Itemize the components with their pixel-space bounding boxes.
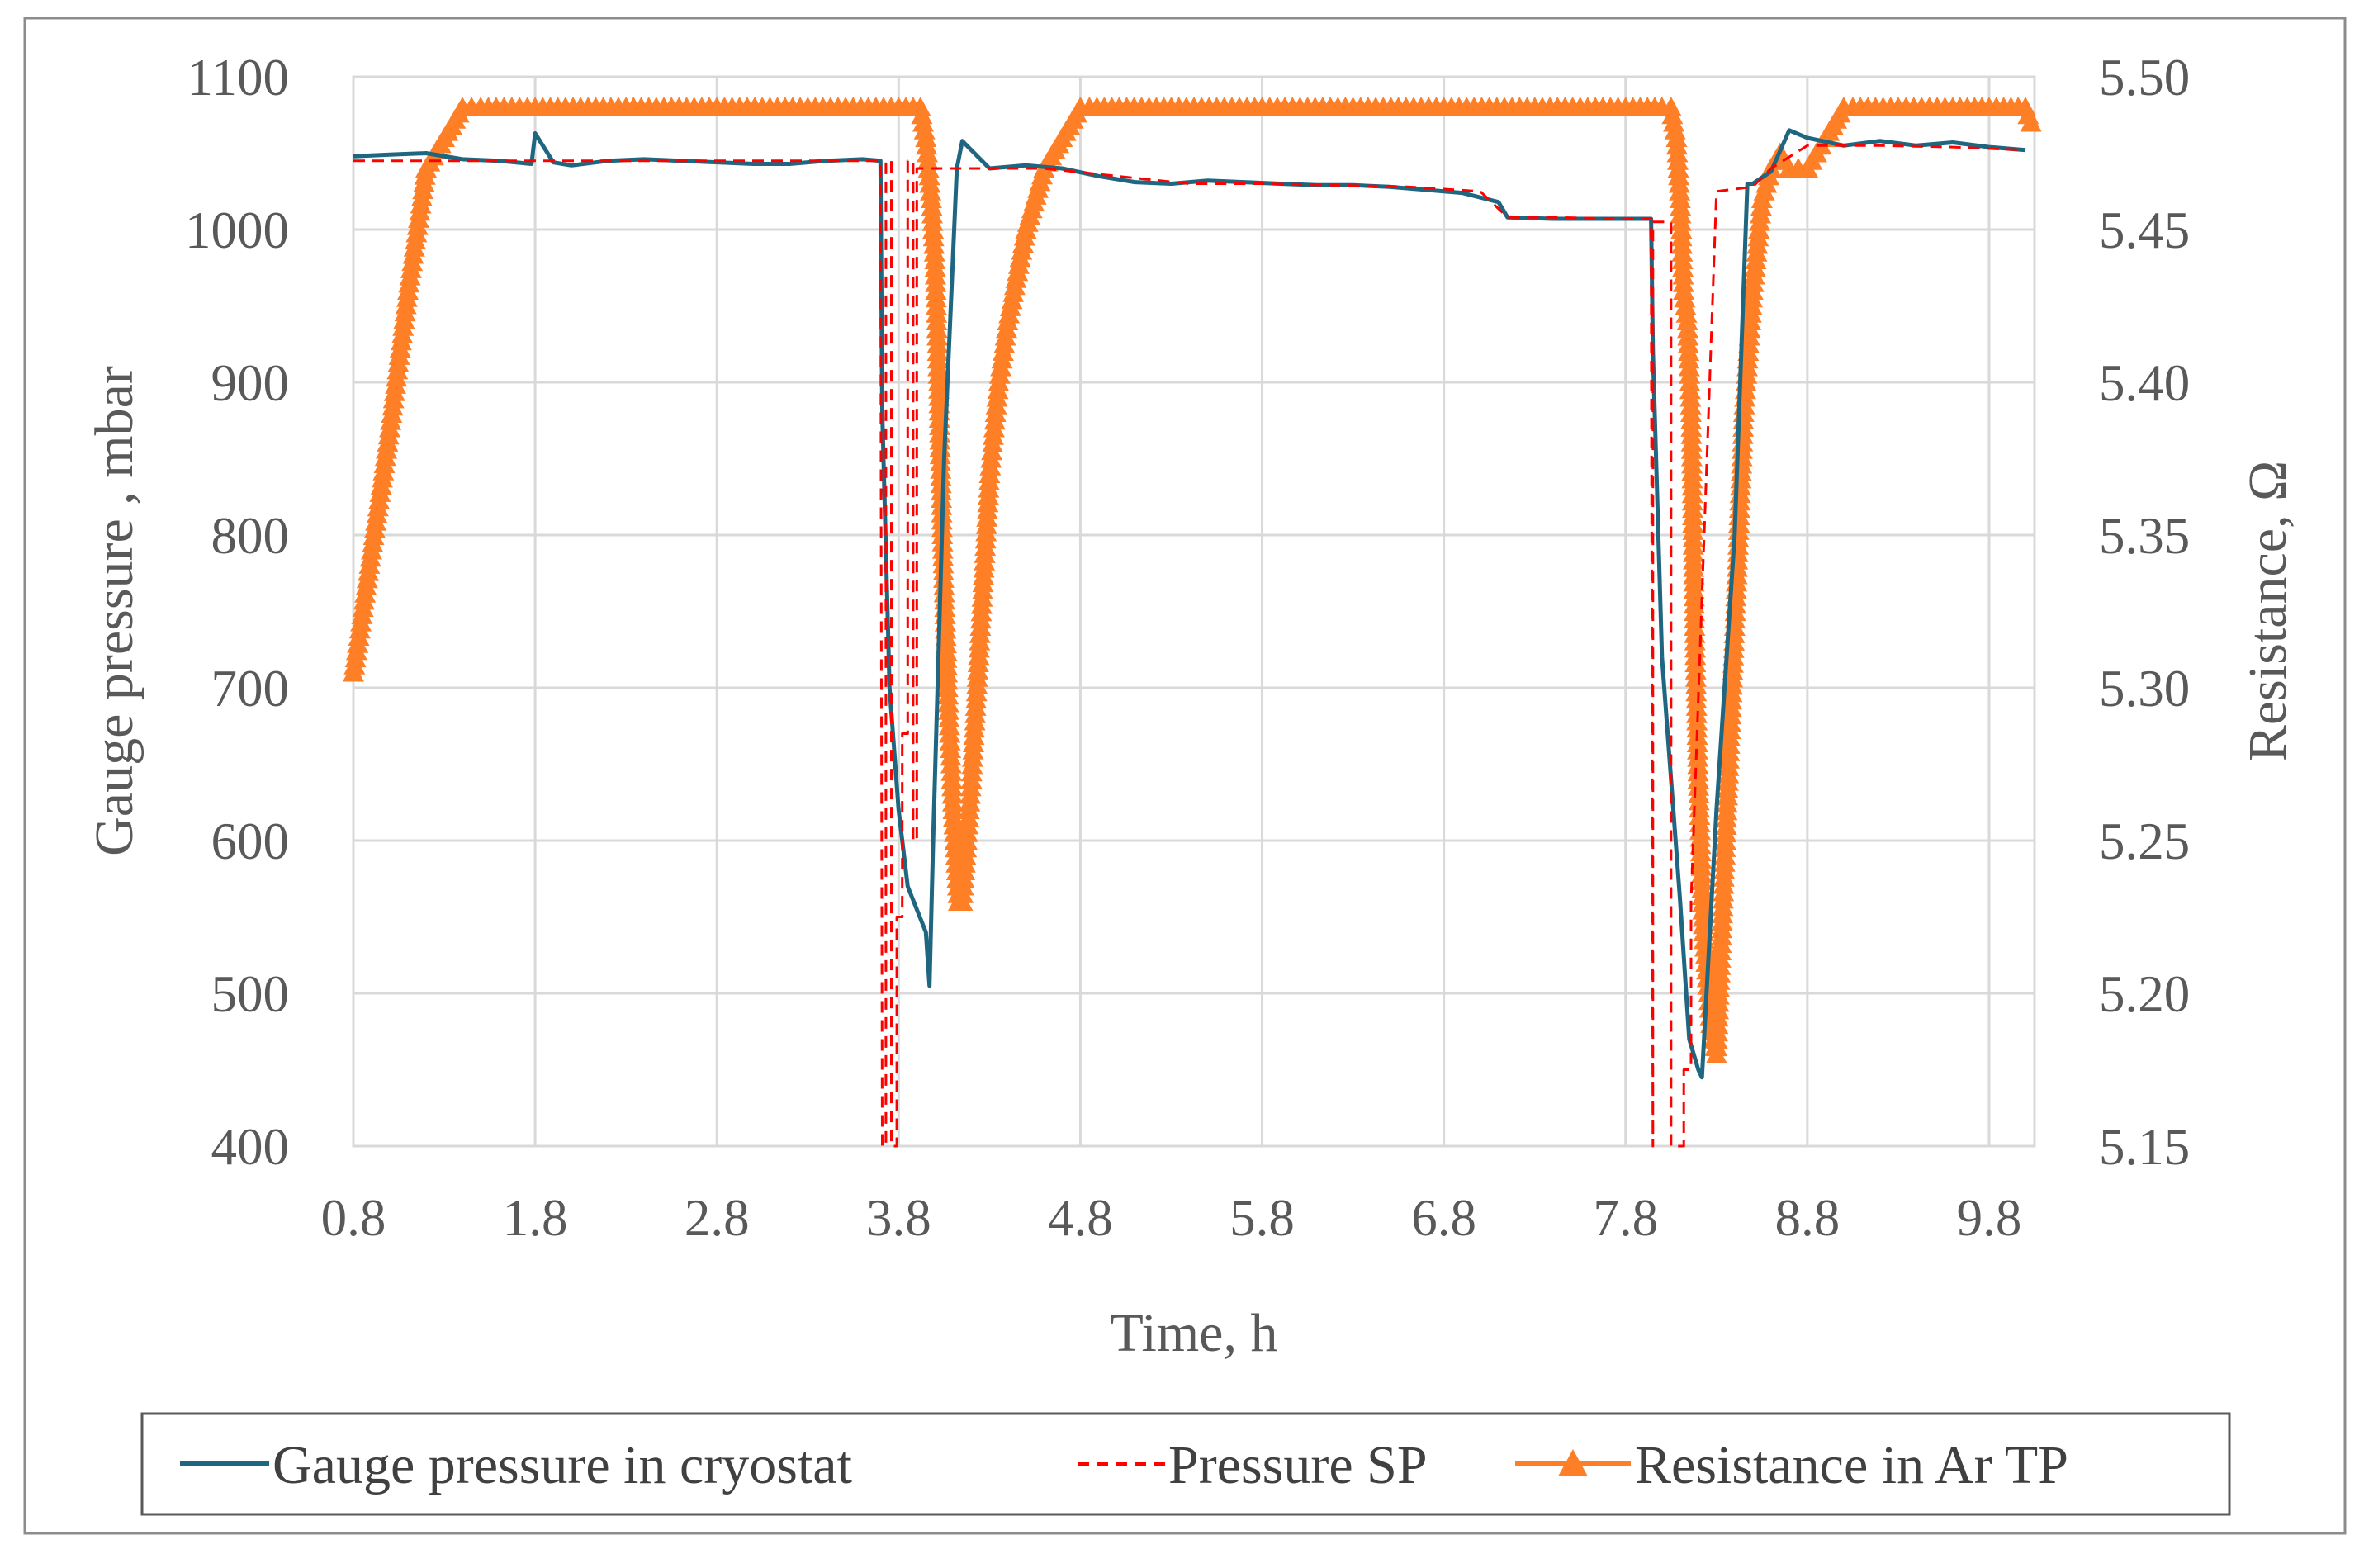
x-tick-label: 6.8 <box>1411 1189 1476 1247</box>
resistance-marker <box>1661 104 1684 125</box>
y-left-tick-label: 700 <box>211 660 290 718</box>
y-left-tick-label: 1000 <box>185 201 289 259</box>
resistance-marker <box>1660 97 1682 116</box>
legend-item-2: Resistance in Ar TP <box>1515 1435 2068 1495</box>
x-tick-label: 8.8 <box>1774 1189 1840 1247</box>
legend-item-0: Gauge pressure in cryostat <box>180 1435 852 1495</box>
resistance-marker <box>1663 111 1685 132</box>
resistance-markers <box>343 97 2042 1063</box>
y-left-tick-label: 900 <box>211 354 290 412</box>
x-tick-label: 5.8 <box>1229 1189 1295 1247</box>
y-right-tick-label: 5.15 <box>2099 1118 2190 1176</box>
y-right-tick-label: 5.35 <box>2099 507 2190 565</box>
legend-box <box>140 1412 2231 1516</box>
y-right-tick-label: 5.25 <box>2099 812 2190 870</box>
y-left-tick-label: 800 <box>211 507 290 565</box>
y-right-tick-label: 5.30 <box>2099 660 2190 718</box>
x-tick-label: 1.8 <box>503 1189 568 1247</box>
legend-label: Gauge pressure in cryostat <box>272 1435 852 1495</box>
legend-label: Pressure SP <box>1168 1435 1428 1495</box>
y-right-tick-label: 5.40 <box>2099 354 2190 412</box>
x-tick-label: 9.8 <box>1957 1189 2022 1247</box>
resistance-marker <box>912 111 934 132</box>
y-axis-right-ticks: 5.15 5.20 5.25 5.30 5.35 5.40 5.45 5.50 <box>2099 49 2190 1176</box>
y-right-tick-label: 5.45 <box>2099 201 2190 259</box>
legend: Gauge pressure in cryostat Pressure SP Res… <box>140 1412 2231 1516</box>
legend-item-1: Pressure SP <box>1078 1435 1428 1495</box>
x-tick-label: 7.8 <box>1593 1189 1658 1247</box>
series-line-1 <box>353 144 2026 1148</box>
resistance-marker <box>913 119 936 140</box>
y-right-tick-label: 5.20 <box>2099 965 2190 1023</box>
y-left-tick-label: 500 <box>211 965 290 1023</box>
x-axis-title: Time, h <box>1111 1303 1278 1363</box>
y-axis-left-title: Gauge pressure , mbar <box>84 366 144 856</box>
y-axis-right-title: Resistance, Ω <box>2238 461 2298 761</box>
legend-triangle-marker <box>1558 1449 1588 1476</box>
resistance-marker <box>911 104 933 125</box>
legend-label: Resistance in Ar TP <box>1635 1435 2068 1495</box>
resistance-marker <box>1664 119 1686 140</box>
y-right-tick-label: 5.50 <box>2099 49 2190 107</box>
x-tick-label: 0.8 <box>321 1189 386 1247</box>
x-tick-label: 2.8 <box>685 1189 750 1247</box>
y-axis-left-ticks: 400 500 600 700 800 900 1000 1100 <box>185 49 289 1176</box>
resistance-marker <box>909 97 931 116</box>
x-tick-label: 3.8 <box>866 1189 931 1247</box>
x-axis-ticks: 0.8 1.8 2.8 3.8 4.8 5.8 6.8 7.8 8.8 9.8 <box>321 1189 2022 1247</box>
y-left-tick-label: 600 <box>211 812 290 870</box>
y-left-tick-label: 1100 <box>187 49 289 107</box>
series-layer <box>343 97 2042 1148</box>
resistance-marker <box>2020 111 2042 132</box>
x-tick-label: 4.8 <box>1048 1189 1113 1247</box>
y-left-tick-label: 400 <box>211 1118 290 1176</box>
plot-area-border <box>352 75 2036 1148</box>
